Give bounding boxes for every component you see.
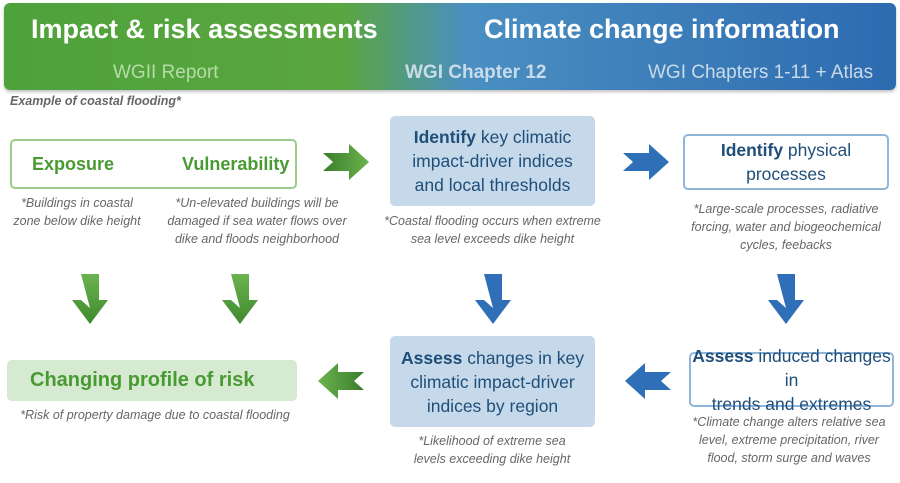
risk-note: *Risk of property damage due to coastal … [20,408,290,422]
identify-physical-note: *Large-scale processes, radiative forcin… [691,202,881,252]
arrow-left-blue [623,362,673,400]
arrow-down-green-exposure [71,272,109,326]
arrow-down-blue-center [474,272,512,326]
risk-box [7,360,297,401]
climate-info-title: Climate change information [484,14,840,44]
exposure-title: Exposure [32,154,115,174]
example-label: Example of coastal flooding* [10,94,181,108]
arrow-left-green [316,362,366,400]
assess-cid-keyword: Assess [401,347,463,368]
assess-induced-box: Assess induced changes in trends and ext… [689,346,894,414]
arrow-down-green-vulnerability [221,272,259,326]
wgi-chapters-label: WGI Chapters 1-11 + Atlas [648,62,874,83]
identify-physical-box: Identify physical processes [683,134,889,190]
arrow-right-blue [621,143,671,181]
assess-induced-note: *Climate change alters relative sea leve… [692,415,886,465]
identify-cid-keyword: Identify [413,127,476,147]
wgi-chapter12-label: WGI Chapter 12 [405,62,547,83]
assess-induced-keyword: Assess [692,345,754,366]
vulnerability-note: *Un-elevated buildings will be damaged i… [167,196,347,246]
arrow-right-green [321,143,371,181]
impact-risk-title: Impact & risk assessments [31,14,378,44]
identify-physical-keyword: Identify [720,140,784,160]
vulnerability-title: Vulnerability [182,154,290,174]
exposure-vulnerability-box [10,139,297,189]
wgii-report-label: WGII Report [113,62,219,83]
header-banner [4,3,896,90]
assess-cid-note: *Likelihood of extreme sea levels exceed… [413,434,571,466]
assess-cid-box: Assess changes in key climatic impact-dr… [390,336,595,427]
identify-cid-note: *Coastal flooding occurs when extreme se… [384,214,601,246]
identify-cid-box: Identify key climatic impact-driver indi… [390,116,595,206]
exposure-note: *Buildings in coastal zone below dike he… [13,196,141,228]
arrow-down-blue-right [767,272,805,326]
risk-title: Changing profile of risk [30,369,255,391]
